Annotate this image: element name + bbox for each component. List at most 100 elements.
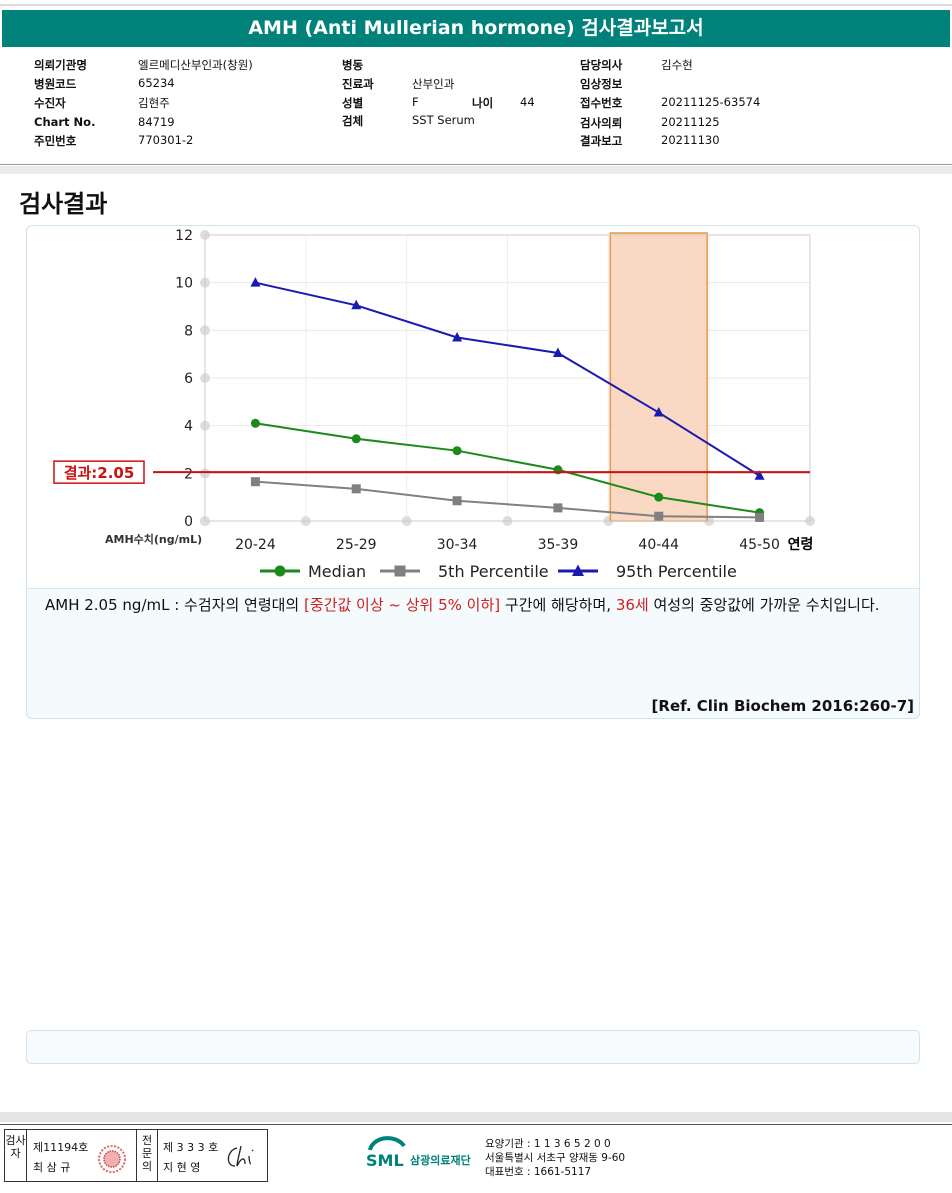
point-median: [654, 492, 664, 502]
y-tick-label: 12: [175, 228, 193, 244]
point-5th-percentile: [351, 484, 361, 494]
amh-chart: 0 2 4 6 8 10 12 20-24 25-29 30-34 35-39 40-44 45-50…: [53, 228, 815, 581]
x-tick-labels: 20-24 25-29 30-34 35-39 40-44 45-50: [235, 537, 780, 553]
phone: 대표번호 : 1661-5117: [485, 1166, 592, 1178]
comment-highlight-age: 36세: [615, 596, 649, 614]
hospital-code: 65234: [138, 76, 175, 90]
x-axis-suffix: 연령: [788, 537, 814, 553]
patient-label: 수진자: [34, 96, 66, 110]
x-tick-label: 40-44: [638, 537, 679, 553]
sml-logo: SML: [364, 1134, 410, 1174]
comment-part3: 여성의 중앙값에 가까운 수치입니다.: [648, 596, 880, 614]
resident-no-label: 주민번호: [34, 134, 77, 148]
reference: [Ref. Clin Biochem 2016:260-7]: [651, 697, 914, 715]
signature-box: 검사자 제11194호 최 삼 규 전문의 제 3 3 3 호 지 현 영: [4, 1129, 268, 1182]
logo-text: SML: [366, 1151, 404, 1170]
dept-label: 진료과: [342, 77, 374, 91]
y-tick-label: 10: [175, 276, 193, 292]
legend-label-5th-percentile: 5th Percentile: [438, 562, 549, 581]
info-divider: [0, 164, 952, 165]
y-tick-label: 8: [184, 323, 193, 339]
bottom-strip: [0, 1112, 952, 1122]
series-line-median: [255, 422, 760, 514]
highlight-band-40-44: [609, 232, 708, 522]
result-label: 결과:2.05: [64, 464, 135, 482]
doctor: 김수현: [661, 58, 693, 72]
sex-label: 성별: [342, 96, 364, 110]
chart-grid: [200, 230, 815, 526]
y-tick-label: 4: [184, 419, 193, 435]
dept: 산부인과: [412, 77, 455, 91]
receipt-no: 20211125-63574: [661, 95, 761, 109]
y-tick-label: 6: [184, 371, 193, 387]
top-border: [0, 4, 952, 6]
x-tick-label: 45-50: [739, 537, 780, 553]
hospital-code-label: 병원코드: [34, 77, 77, 91]
legend-marker-5th-percentile: [394, 565, 406, 577]
report-date-label: 결과보고: [580, 134, 623, 148]
legend-marker-median: [274, 565, 286, 577]
requesting-org-label: 의뢰기관명: [34, 58, 87, 72]
point-5th-percentile: [553, 503, 563, 513]
specimen: SST Serum: [412, 113, 475, 127]
report-date: 20211130: [661, 133, 720, 147]
handwritten-signature: [223, 1142, 263, 1174]
series-layer: [250, 277, 765, 522]
y-tick-label: 0: [184, 514, 193, 530]
point-95th-percentile: [754, 470, 765, 480]
footer-info: 요양기관 : 1 1 3 6 5 2 0 0 서울특별시 서초구 양재동 9-6…: [485, 1137, 625, 1179]
section-title: 검사결과: [19, 190, 108, 218]
comment-highlight-range: [중간값 이상 ~ 상위 5% 이하]: [304, 596, 501, 614]
sex: F: [412, 95, 419, 109]
legend-label-95th-percentile: 95th Percentile: [616, 562, 737, 581]
request-date-label: 검사의뢰: [580, 116, 623, 130]
point-95th-percentile: [351, 299, 362, 310]
age-label: 나이: [472, 96, 494, 110]
series-line-5th-percentile: [255, 480, 760, 519]
specialist-label: 전문의: [136, 1130, 158, 1181]
chart-legend: Median 5th Percentile 95th Percentile: [260, 562, 737, 581]
chart-no: 84719: [138, 115, 175, 129]
result-comment: AMH 2.05 ng/mL : 수검자의 연령대의 [중간값 이상 ~ 상위 …: [45, 594, 911, 617]
examiner-no: 제11194호: [33, 1141, 89, 1154]
doctor-label: 담당의사: [580, 58, 623, 72]
point-median: [452, 446, 462, 456]
point-95th-percentile: [653, 407, 664, 417]
x-tick-label: 25-29: [336, 537, 377, 553]
point-median: [250, 418, 260, 428]
foundation-name: 삼광의료재단: [410, 1154, 471, 1167]
patient-name: 김현주: [138, 96, 170, 110]
y-axis-label: AMH수치(ng/mL): [105, 532, 202, 546]
specialist-name: 지 현 영: [163, 1161, 201, 1174]
request-date: 20211125: [661, 115, 720, 129]
chart-no-label: Chart No.: [34, 115, 96, 129]
legend-label-median: Median: [308, 562, 366, 581]
comment-panel: [26, 588, 920, 719]
gray-strip: [0, 166, 952, 174]
x-tick-label: 20-24: [235, 537, 276, 553]
series-line-95th-percentile: [255, 281, 761, 477]
empty-panel: [26, 1030, 920, 1064]
point-median: [351, 434, 361, 444]
specialist-no: 제 3 3 3 호: [163, 1141, 219, 1154]
receipt-no-label: 접수번호: [580, 96, 623, 110]
clinical-info-label: 임상정보: [580, 77, 623, 91]
age: 44: [520, 95, 535, 109]
point-95th-percentile: [250, 277, 261, 287]
requesting-org: 엘르메디산부인과(창원): [138, 58, 253, 72]
plot-frame: [204, 234, 811, 522]
point-5th-percentile: [755, 512, 765, 522]
point-95th-percentile: [452, 331, 463, 342]
point-5th-percentile: [250, 477, 260, 487]
address: 서울특별시 서초구 양재동 9-60: [485, 1152, 626, 1164]
point-5th-percentile: [654, 511, 664, 521]
point-95th-percentile: [552, 347, 563, 357]
resident-no: 770301-2: [138, 133, 194, 147]
point-5th-percentile: [452, 496, 462, 506]
comment-part2: 구간에 해당하며,: [500, 596, 616, 614]
y-tick-labels: 0 2 4 6 8 10 12: [175, 228, 193, 530]
examiner-label: 검사자: [5, 1130, 27, 1181]
seal-stamp: [94, 1144, 130, 1174]
bottom-divider: [0, 1124, 952, 1125]
specimen-label: 검체: [342, 114, 364, 128]
